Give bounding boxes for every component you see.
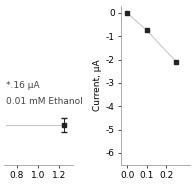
- Y-axis label: Current, μA: Current, μA: [93, 59, 102, 111]
- Text: *.16 μA: *.16 μA: [6, 81, 40, 90]
- Text: 0.01 mM Ethanol: 0.01 mM Ethanol: [6, 97, 83, 106]
